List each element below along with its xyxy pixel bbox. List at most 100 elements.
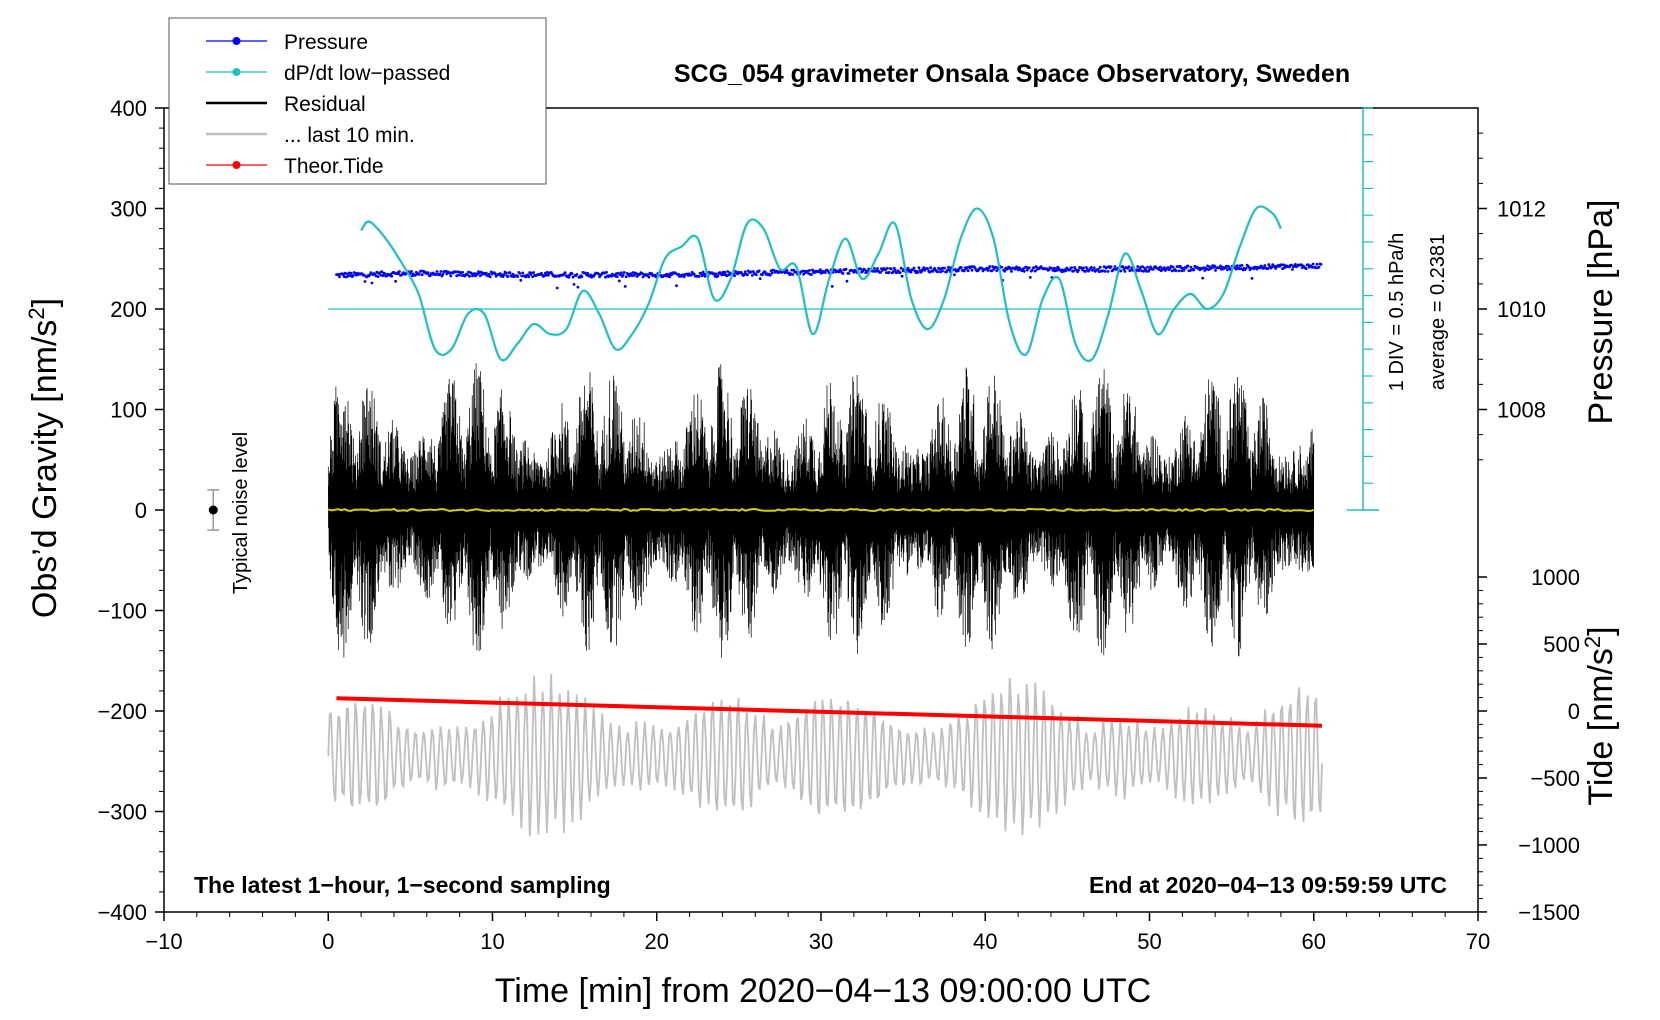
pressure-point xyxy=(479,270,483,274)
pressure-point xyxy=(506,275,510,278)
pressure-point xyxy=(845,279,849,283)
pressure-point xyxy=(1047,268,1051,272)
pressure-point xyxy=(847,272,851,275)
pressure-point xyxy=(716,274,720,278)
pressure-point xyxy=(970,268,974,272)
pressure-point xyxy=(898,271,902,275)
pressure-point xyxy=(1266,267,1270,270)
pressure-point xyxy=(586,272,590,275)
pressure-point xyxy=(493,272,497,275)
pressure-point xyxy=(1250,277,1254,280)
pressure-point xyxy=(1171,265,1175,269)
pressure-point xyxy=(936,270,939,274)
pressure-point xyxy=(580,275,584,279)
legend-label: ... last 10 min. xyxy=(284,124,415,147)
legend-marker xyxy=(232,68,241,76)
pressure-point xyxy=(1311,262,1315,266)
pressure-tick-label: 1010 xyxy=(1497,297,1546,322)
tide-axis-label-sup: 2 xyxy=(1580,636,1605,648)
pressure-point xyxy=(449,274,453,278)
legend: Pressure dP/dt low−passed Residual ... last… xyxy=(168,17,547,185)
pressure-point xyxy=(1014,267,1017,271)
pressure-point xyxy=(810,273,813,276)
pressure-point xyxy=(531,275,534,279)
pressure-point xyxy=(692,272,696,276)
pressure-point xyxy=(1025,268,1029,272)
pressure-point xyxy=(956,269,960,273)
pressure-point xyxy=(1106,270,1110,273)
pressure-point xyxy=(518,272,522,275)
x-tick-label: 50 xyxy=(1137,929,1161,954)
pressure-point xyxy=(555,286,559,290)
pressure-point xyxy=(426,271,430,274)
pressure-point xyxy=(841,272,845,275)
tide-tick-label: −500 xyxy=(1530,766,1580,791)
pressure-point xyxy=(1072,269,1075,273)
pressure-point xyxy=(1033,269,1037,273)
pressure-point xyxy=(1027,266,1031,270)
pressure-point xyxy=(1189,265,1193,269)
pressure-point xyxy=(906,266,910,270)
pressure-point xyxy=(811,268,814,272)
pressure-point xyxy=(619,271,623,275)
pressure-point xyxy=(859,267,863,271)
noise-marker-dot xyxy=(208,505,218,515)
y-tick-label: 300 xyxy=(110,197,147,222)
pressure-point xyxy=(1146,265,1149,269)
pressure-point xyxy=(959,266,963,269)
pressure-point xyxy=(1177,269,1181,273)
pressure-point xyxy=(900,274,904,278)
x-tick-label: 70 xyxy=(1466,929,1490,954)
pressure-point xyxy=(887,271,891,274)
pressure-point xyxy=(1192,268,1196,272)
pressure-point xyxy=(770,271,774,275)
pressure-point xyxy=(1119,269,1123,273)
y-axis-label: Obs’d Gravity [nm/s2] xyxy=(24,298,64,618)
pressure-point xyxy=(363,280,367,283)
pressure-point xyxy=(466,273,469,277)
note-end-time: End at 2020−04−13 09:59:59 UTC xyxy=(1089,872,1447,898)
y-tick-label: −200 xyxy=(97,699,147,724)
pressure-point xyxy=(1127,265,1131,269)
pressure-point xyxy=(1064,269,1068,273)
pressure-point xyxy=(457,273,461,277)
pressure-point xyxy=(417,273,421,276)
y-axis-label-sup: 2 xyxy=(24,307,49,319)
pressure-point xyxy=(370,281,374,285)
tide-tick-label: 1000 xyxy=(1531,565,1580,590)
pressure-point xyxy=(474,274,477,278)
pressure-point xyxy=(338,275,341,279)
pressure-point xyxy=(576,285,580,289)
y-axis: 400 300 200 100 0 −100 −200 −300 −400 xyxy=(97,96,164,925)
dpdt-average-label: average = 0.2381 xyxy=(1427,234,1449,390)
pressure-point xyxy=(369,271,373,274)
pressure-point xyxy=(1122,267,1126,271)
last-10-min-series xyxy=(327,674,1323,837)
pressure-point xyxy=(1055,269,1059,272)
pressure-point xyxy=(703,274,707,278)
pressure-point xyxy=(1010,270,1013,273)
pressure-point xyxy=(700,274,704,278)
pressure-point xyxy=(504,271,508,275)
pressure-point xyxy=(441,272,445,276)
pressure-point xyxy=(701,270,705,274)
pressure-point xyxy=(1237,267,1241,271)
pressure-point xyxy=(670,273,673,277)
pressure-point xyxy=(1109,265,1113,269)
pressure-point xyxy=(668,275,671,279)
pressure-point xyxy=(438,272,442,276)
dpdt-scale-label: 1 DIV = 0.5 hPa/h xyxy=(1386,233,1408,391)
pressure-point xyxy=(381,274,385,277)
pressure-point xyxy=(899,266,903,270)
pressure-point xyxy=(699,272,703,275)
pressure-point xyxy=(487,272,491,276)
x-axis-label: Time [min] from 2020−04−13 09:00:00 UTC xyxy=(495,972,1151,1010)
legend-marker xyxy=(232,161,241,169)
x-tick-label: −10 xyxy=(145,929,182,954)
pressure-point xyxy=(615,275,619,279)
legend-entries: Pressure dP/dt low−passed Residual ... last… xyxy=(206,31,450,178)
pressure-point xyxy=(1235,264,1239,267)
pressure-point xyxy=(746,273,749,277)
pressure-point xyxy=(1003,269,1006,273)
